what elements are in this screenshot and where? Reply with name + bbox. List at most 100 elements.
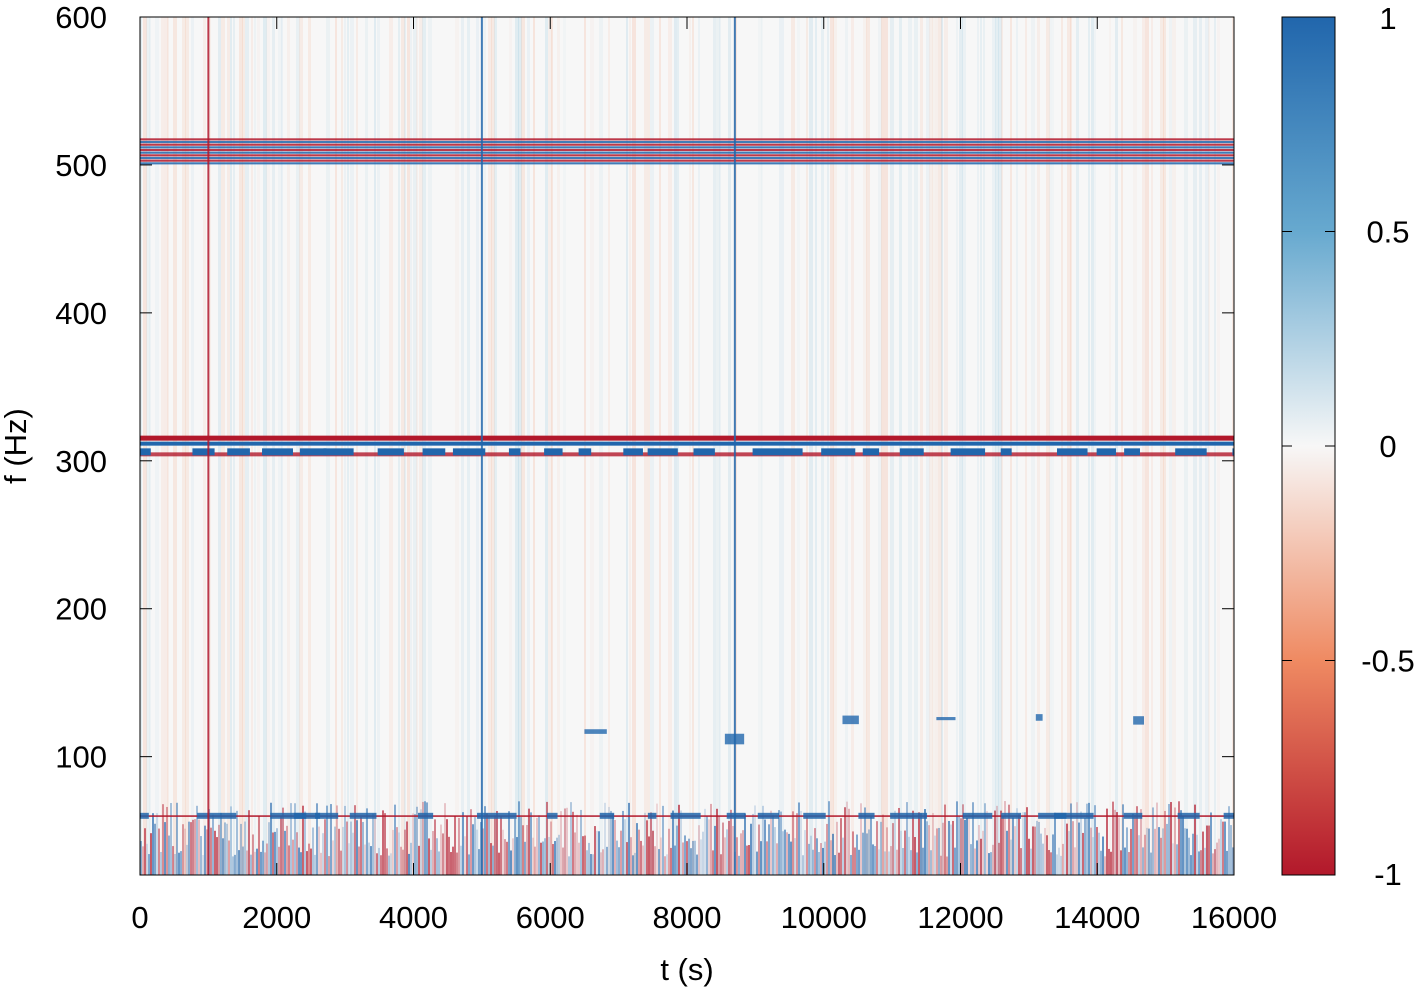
low-noise-streak (964, 819, 966, 875)
band-305-blue-dash (140, 448, 151, 456)
low-noise-streak (718, 815, 720, 875)
x-tick-label: 4000 (379, 900, 448, 935)
low-noise-streak (390, 853, 392, 875)
noise-stripe (698, 17, 700, 875)
band-500-stripe (140, 156, 1234, 160)
low-noise-streak (592, 854, 594, 875)
low-noise-streak (1070, 803, 1072, 875)
low-noise-streak (590, 854, 592, 875)
low-frequency-noise (140, 801, 1234, 875)
low-noise-streak (1078, 822, 1080, 875)
low-noise-streak (642, 845, 644, 875)
low-noise-streak (584, 835, 586, 875)
low-noise-streak (532, 837, 534, 875)
low-noise-streak (156, 813, 158, 875)
low-noise-streak (548, 836, 550, 875)
low-noise-streak (650, 812, 652, 875)
noise-stripe (1121, 17, 1123, 875)
low-noise-streak (684, 835, 686, 875)
low-noise-streak (656, 803, 658, 875)
low-noise-streak (324, 819, 326, 875)
low-noise-streak (1178, 801, 1180, 875)
low-noise-streak (524, 841, 526, 875)
low-noise-streak (1212, 853, 1214, 875)
noise-stripe (1172, 17, 1176, 875)
low-noise-streak (1022, 812, 1024, 875)
noise-stripe (815, 17, 817, 875)
noise-stripe (590, 17, 594, 875)
low-noise-streak (1064, 819, 1066, 875)
low-noise-streak (1222, 821, 1224, 875)
low-noise-streak (298, 847, 300, 875)
low-noise-streak (172, 846, 174, 875)
low-noise-streak (320, 852, 322, 875)
band-305-blue-dash (1175, 448, 1207, 456)
low-noise-streak (188, 821, 190, 875)
low-noise-streak (744, 813, 746, 875)
low-noise-streak (748, 845, 750, 875)
low-noise-streak (950, 824, 952, 875)
low-noise-streak (1014, 826, 1016, 875)
low-noise-streak (918, 812, 920, 875)
low-noise-streak (1154, 828, 1156, 875)
low-noise-streak (256, 848, 258, 875)
noise-stripe (1109, 17, 1111, 875)
low-noise-streak (158, 828, 160, 875)
low-noise-streak (300, 852, 302, 875)
low-noise-streak (500, 816, 502, 875)
noise-stripe (377, 17, 380, 875)
low-noise-streak (1224, 821, 1226, 875)
low-noise-streak (266, 843, 268, 875)
low-noise-streak (736, 837, 738, 875)
low-noise-streak (668, 828, 670, 875)
low-noise-streak (648, 836, 650, 875)
y-tick-label: 500 (55, 148, 107, 183)
low-noise-streak (410, 842, 412, 875)
low-noise-streak (510, 850, 512, 875)
vertical-line (207, 17, 210, 875)
low-noise-streak (1228, 806, 1230, 875)
low-noise-streak (490, 843, 492, 875)
low-noise-streak (992, 844, 994, 875)
low-noise-streak (514, 818, 516, 875)
low-noise-streak (436, 838, 438, 875)
low-noise-streak (786, 832, 788, 875)
low-noise-streak (308, 843, 310, 875)
low-noise-streak (634, 852, 636, 875)
noise-stripe (878, 17, 882, 875)
low-noise-streak (438, 851, 440, 875)
low-noise-streak (180, 851, 182, 875)
low-noise-streak (596, 830, 598, 875)
low-noise-streak (440, 824, 442, 875)
noise-stripe (245, 17, 249, 875)
low-noise-streak (258, 815, 260, 875)
low-noise-streak (516, 837, 518, 875)
low-noise-streak (338, 828, 340, 875)
low-noise-streak (582, 836, 584, 875)
low-noise-streak (162, 804, 164, 875)
low-noise-streak (1030, 848, 1032, 875)
noise-stripe (257, 17, 260, 875)
low-noise-streak (322, 833, 324, 875)
low-noise-streak (956, 801, 958, 875)
noise-stripe (266, 17, 270, 875)
noise-stripe (1193, 17, 1197, 875)
low-noise-streak (240, 823, 242, 875)
low-noise-streak (1074, 847, 1076, 875)
noise-stripe (980, 17, 982, 875)
noise-stripe (149, 17, 151, 875)
low-noise-streak (238, 850, 240, 875)
low-noise-streak (620, 830, 622, 875)
low-noise-streak (772, 814, 774, 875)
low-noise-streak (292, 839, 294, 875)
noise-stripe (1049, 17, 1052, 875)
noise-stripe (644, 17, 647, 875)
low-noise-streak (1170, 802, 1172, 875)
band-305-blue-dash (452, 448, 486, 456)
band-60-dash (890, 812, 928, 819)
low-noise-streak (222, 838, 224, 875)
low-noise-streak (1118, 817, 1120, 875)
band-305-red-line (140, 452, 1234, 457)
low-noise-streak (720, 854, 722, 875)
noise-stripe (1205, 17, 1209, 875)
